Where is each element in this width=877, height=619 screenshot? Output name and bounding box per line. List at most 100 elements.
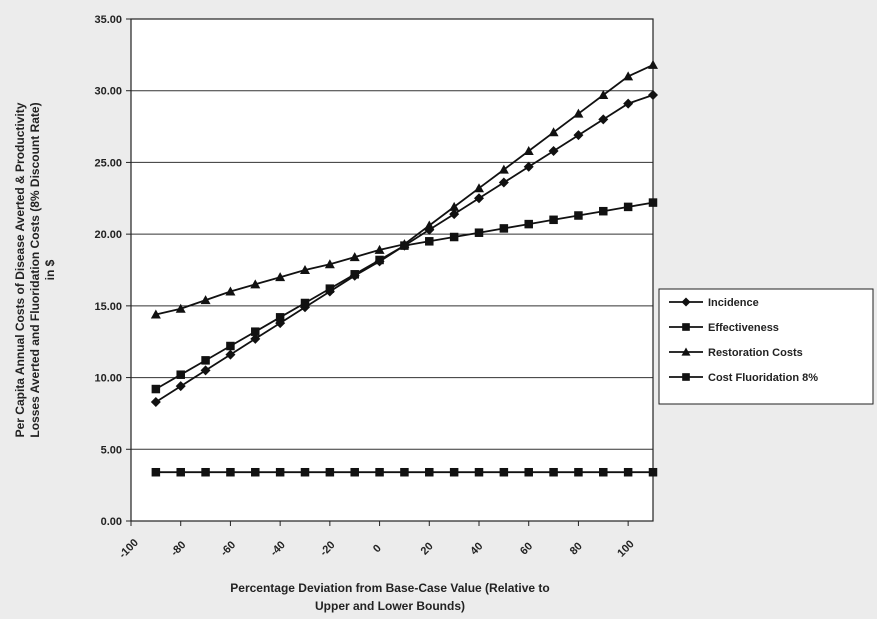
data-point-square bbox=[201, 356, 210, 365]
data-point-triangle bbox=[573, 108, 584, 118]
data-point-triangle bbox=[150, 309, 161, 319]
x-tick-label: -20 bbox=[318, 539, 338, 559]
data-point-triangle bbox=[498, 164, 509, 174]
x-tick-label: -80 bbox=[169, 539, 189, 559]
x-tick-label: 20 bbox=[419, 540, 436, 557]
data-point-diamond bbox=[598, 114, 609, 125]
data-point-square bbox=[226, 467, 235, 477]
legend-item: Incidence bbox=[669, 297, 759, 309]
data-point-diamond bbox=[449, 209, 460, 220]
data-point-triangle bbox=[374, 244, 385, 254]
y-axis-title: Per Capita Annual Costs of Disease Avert… bbox=[13, 102, 57, 437]
data-point-triangle bbox=[424, 220, 435, 230]
y-tick-label: 15.00 bbox=[94, 301, 122, 313]
data-point-triangle bbox=[250, 279, 261, 289]
legend-label: Restoration Costs bbox=[708, 347, 803, 359]
y-axis-title-line-2: Losses Averted and Fluoridation Costs (8… bbox=[28, 102, 42, 437]
plot-area bbox=[131, 19, 653, 521]
data-point-square bbox=[524, 467, 533, 477]
data-point-triangle bbox=[548, 127, 559, 137]
data-point-square bbox=[549, 215, 558, 225]
data-point-diamond bbox=[250, 333, 261, 344]
x-axis: -100 -80 -60 -40 -20 0 20 40 60 80 100 bbox=[117, 521, 637, 561]
data-point-triangle bbox=[324, 259, 335, 269]
y-tick-label: 10.00 bbox=[94, 373, 122, 385]
data-point-triangle bbox=[449, 201, 460, 211]
x-axis-title-line-2: Upper and Lower Bounds) bbox=[315, 599, 465, 613]
y-tick-label: 5.00 bbox=[101, 444, 122, 456]
data-point-triangle bbox=[225, 286, 236, 296]
data-point-square bbox=[375, 467, 384, 477]
data-point-square bbox=[226, 341, 235, 351]
data-point-diamond bbox=[498, 177, 509, 188]
data-point-square bbox=[474, 467, 484, 477]
data-point-square bbox=[499, 224, 509, 233]
legend-label: Cost Fluoridation 8% bbox=[708, 372, 818, 384]
data-point-square bbox=[151, 384, 161, 394]
x-tick-label: -40 bbox=[268, 539, 288, 559]
series-2 bbox=[150, 59, 658, 319]
data-point-square bbox=[425, 467, 434, 477]
legend-item: Restoration Costs bbox=[669, 347, 803, 359]
x-tick-label: 80 bbox=[568, 540, 585, 557]
data-point-diamond bbox=[225, 349, 236, 360]
data-point-square bbox=[300, 467, 310, 477]
data-point-square bbox=[623, 202, 633, 212]
data-point-square bbox=[251, 327, 260, 336]
gridlines bbox=[131, 90, 653, 450]
data-point-square bbox=[400, 467, 409, 477]
data-point-triangle bbox=[349, 252, 360, 262]
data-point-diamond bbox=[623, 98, 634, 109]
y-tick-label: 25.00 bbox=[94, 157, 122, 169]
data-point-triangle bbox=[523, 145, 534, 155]
data-point-square bbox=[176, 370, 185, 379]
data-point-square bbox=[524, 219, 533, 229]
data-point-triangle bbox=[681, 347, 691, 356]
data-point-triangle bbox=[200, 295, 211, 305]
data-point-square bbox=[599, 206, 608, 216]
data-point-triangle bbox=[300, 265, 310, 274]
x-tick-label: 100 bbox=[615, 538, 636, 559]
data-point-square bbox=[574, 467, 583, 477]
data-point-square bbox=[574, 211, 583, 220]
data-point-square bbox=[275, 467, 285, 477]
data-point-square bbox=[682, 373, 690, 381]
legend-label: Incidence bbox=[708, 297, 759, 309]
data-point-diamond bbox=[523, 161, 534, 172]
y-axis-title-line-3: in $ bbox=[43, 259, 57, 280]
x-axis-title-line-1: Percentage Deviation from Base-Case Valu… bbox=[230, 581, 549, 595]
data-point-square bbox=[151, 467, 161, 477]
data-point-square bbox=[599, 467, 608, 477]
data-point-square bbox=[251, 467, 260, 477]
data-point-square bbox=[648, 467, 658, 477]
data-point-square bbox=[425, 237, 434, 246]
legend-label: Effectiveness bbox=[708, 322, 779, 334]
data-point-diamond bbox=[648, 90, 658, 101]
x-tick-label: -100 bbox=[117, 537, 141, 561]
data-point-square bbox=[275, 313, 285, 322]
data-point-square bbox=[623, 467, 633, 477]
data-point-square bbox=[300, 298, 310, 308]
x-tick-label: 0 bbox=[371, 542, 384, 555]
legend-item: Effectiveness bbox=[669, 322, 779, 334]
data-point-diamond bbox=[474, 193, 484, 204]
data-point-square bbox=[499, 467, 509, 477]
data-point-triangle bbox=[399, 239, 410, 249]
legend: Incidence Effectiveness Restoration Costs C… bbox=[658, 288, 874, 405]
data-point-square bbox=[449, 232, 459, 242]
data-point-triangle bbox=[474, 183, 484, 193]
data-point-triangle bbox=[175, 303, 186, 313]
data-point-square bbox=[325, 467, 335, 477]
data-point-square bbox=[549, 467, 558, 477]
data-point-square bbox=[201, 467, 210, 477]
legend-box bbox=[658, 288, 874, 405]
data-point-triangle bbox=[598, 90, 609, 100]
series-3 bbox=[151, 467, 658, 477]
data-point-diamond bbox=[681, 297, 691, 307]
data-point-diamond bbox=[548, 145, 559, 156]
y-tick-label: 35.00 bbox=[94, 14, 122, 26]
x-tick-label: 40 bbox=[468, 540, 485, 557]
y-tick-label: 0.00 bbox=[101, 516, 122, 528]
data-point-square bbox=[350, 467, 359, 477]
